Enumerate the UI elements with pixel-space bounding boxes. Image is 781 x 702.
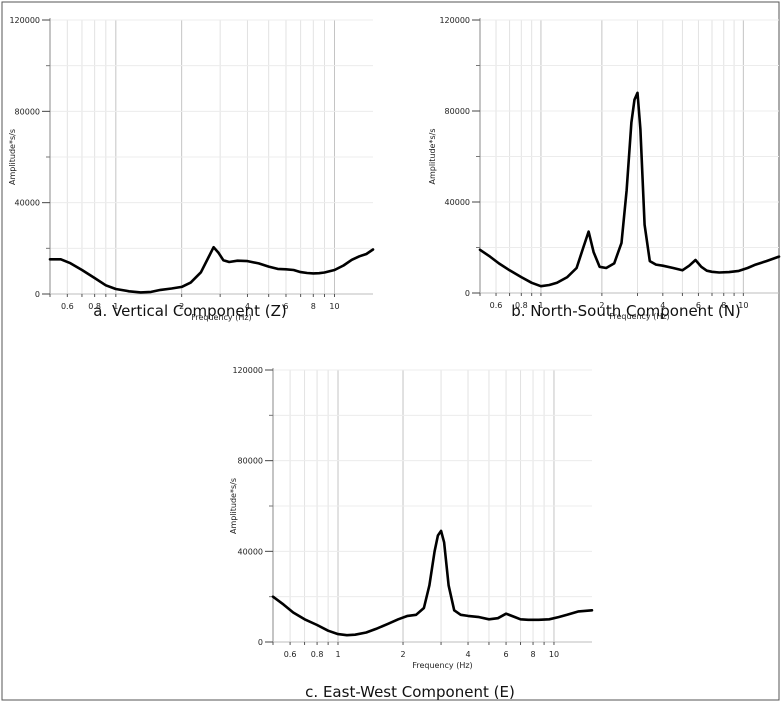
y-tick-label: 40000 — [445, 198, 470, 207]
chart-vertical-component: 0 40000 80000 120000 0.6 0.8 1 2 4 6 8 10 Frequency … — [8, 16, 375, 322]
series-line — [271, 529, 594, 637]
x-tick-label: 0.8 — [311, 650, 324, 659]
chart-caption: a. Vertical Component (Z) — [93, 302, 286, 320]
x-tick-label: 1 — [335, 650, 340, 659]
x-tick-label: 6 — [283, 302, 288, 311]
x-tick-label: 4 — [465, 650, 470, 659]
x-tick-label: 2 — [400, 650, 405, 659]
x-tick-label: 10 — [549, 650, 559, 659]
x-tick-label: 6 — [696, 301, 701, 310]
y-tick-label: 0 — [35, 290, 40, 299]
y-tick-label: 80000 — [445, 107, 470, 116]
y-tick-label: 0 — [465, 289, 470, 298]
chart-caption: c. East-West Component (E) — [305, 683, 515, 701]
x-axis-label: Frequency (Hz) — [191, 313, 251, 322]
y-axis-label: Amplitude*s/s — [428, 128, 437, 184]
y-axis-label: Amplitude*s/s — [229, 478, 238, 534]
chart-caption: b. North-South Component (N) — [511, 302, 741, 320]
y-tick-label: 120000 — [9, 16, 40, 25]
x-tick-label: 1 — [113, 302, 118, 311]
x-tick-label: 2 — [599, 301, 604, 310]
x-tick-label: 8 — [530, 650, 535, 659]
y-tick-label: 120000 — [232, 366, 263, 375]
x-tick-label: 0.6 — [61, 302, 74, 311]
x-tick-label: 2 — [179, 302, 184, 311]
x-tick-label: 0.6 — [284, 650, 297, 659]
x-tick-label: 0.8 — [515, 301, 528, 310]
y-tick-label: 80000 — [238, 457, 263, 466]
series-line — [48, 245, 375, 294]
x-axis-label: Frequency (Hz) — [412, 661, 472, 670]
x-tick-label: 10 — [329, 302, 339, 311]
x-tick-label: 0.6 — [490, 301, 503, 310]
y-tick-label: 80000 — [15, 107, 40, 116]
y-tick-label: 40000 — [238, 547, 263, 556]
x-tick-label: 0.8 — [88, 302, 101, 311]
x-tick-label: 8 — [721, 301, 726, 310]
y-axis-label: Amplitude*s/s — [8, 129, 17, 185]
x-axis-label: Frequency (Hz) — [609, 312, 669, 321]
y-tick-label: 120000 — [439, 16, 470, 25]
chart-east-west-component: 0 40000 80000 120000 0.6 0.8 1 2 4 6 8 10 Frequency … — [229, 366, 594, 670]
x-tick-label: 8 — [311, 302, 316, 311]
x-tick-label: 4 — [660, 301, 665, 310]
y-tick-label: 40000 — [15, 199, 40, 208]
x-tick-label: 10 — [738, 301, 748, 310]
x-tick-label: 1 — [538, 301, 543, 310]
x-tick-label: 6 — [504, 650, 509, 659]
chart-north-south-component: 0 40000 80000 120000 0.6 0.8 1 2 4 6 8 10 Frequency … — [428, 16, 781, 321]
y-tick-label: 0 — [258, 638, 263, 647]
x-tick-label: 4 — [245, 302, 250, 311]
series-line — [478, 91, 781, 288]
